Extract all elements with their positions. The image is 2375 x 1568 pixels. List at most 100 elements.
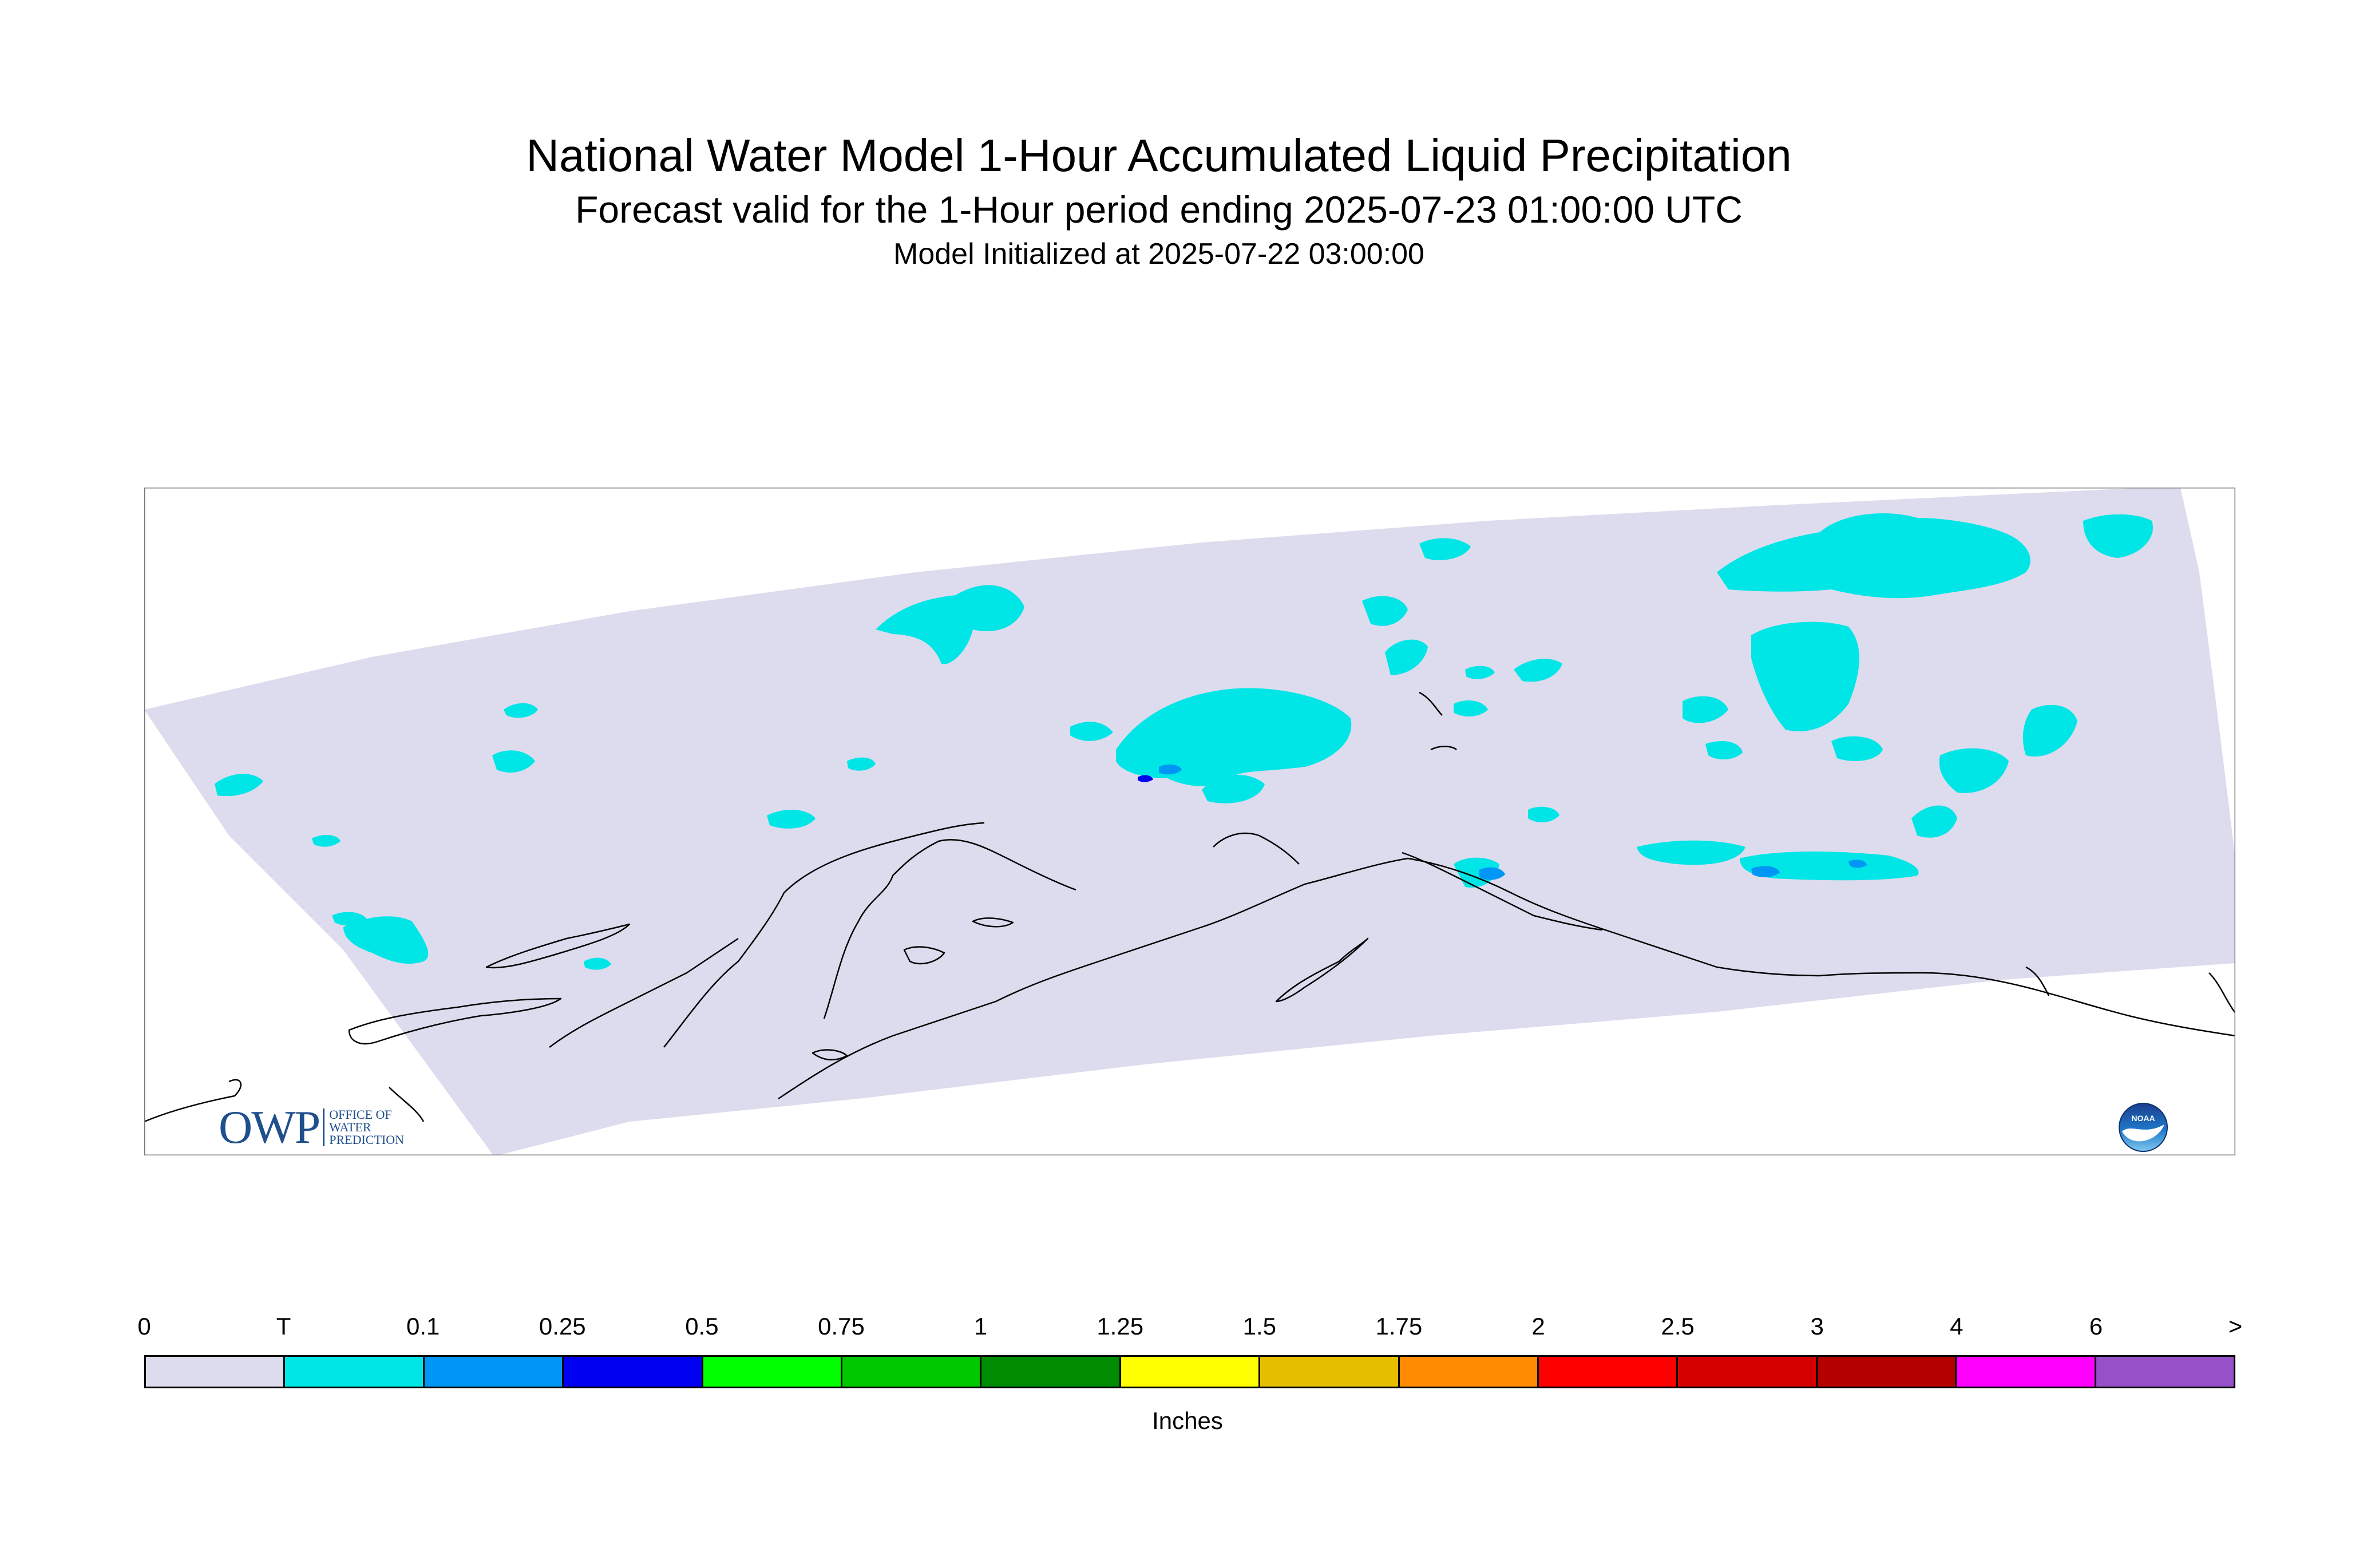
noaa-seal-icon: NOAA bbox=[2119, 1103, 2168, 1152]
coastline-gulf-of-alaska bbox=[1407, 857, 2235, 1037]
precip-area bbox=[1159, 764, 1182, 775]
precip-area bbox=[1070, 722, 1113, 741]
legend-label: 2.5 bbox=[1661, 1313, 1695, 1340]
legend-swatch-8 bbox=[1260, 1357, 1400, 1387]
coastline-cook-inlet bbox=[1213, 832, 1300, 865]
legend-swatch-13 bbox=[1957, 1357, 2096, 1387]
precip-area bbox=[1202, 774, 1265, 803]
coastlines bbox=[144, 691, 2235, 1123]
coastline-kodiak bbox=[1275, 937, 1369, 1003]
legend-label: 0.25 bbox=[539, 1313, 586, 1340]
legend-swatch-14 bbox=[2096, 1357, 2234, 1387]
legend-label: 1.25 bbox=[1097, 1313, 1144, 1340]
precip-area bbox=[312, 834, 341, 847]
coastline-alaska-peninsula bbox=[778, 857, 1408, 1100]
legend-label: 1 bbox=[973, 1313, 988, 1340]
precip-area bbox=[1528, 806, 1559, 822]
legend-label: 1.75 bbox=[1375, 1313, 1423, 1340]
legend-label: 3 bbox=[1810, 1313, 1824, 1340]
legend-labels: 0 T 0.1 0.25 0.5 0.75 1 1.25 1.5 1.75 2 2.5 3 4 6 > bbox=[0, 1310, 2375, 1351]
legend-label: 0.75 bbox=[818, 1313, 865, 1340]
model-initialized-text: Model Initialized at 2025-07-22 03:00:00 bbox=[893, 237, 1424, 271]
map-subtitle: Forecast valid for the 1-Hour period end… bbox=[575, 188, 1743, 231]
coastline-prince-william-sound bbox=[1402, 852, 1603, 931]
legend-swatch-9 bbox=[1399, 1357, 1539, 1387]
legend-swatch-7 bbox=[1121, 1357, 1261, 1387]
coastline-bristol-bay bbox=[823, 839, 1076, 1019]
coastline-seward-peninsula bbox=[144, 1079, 242, 1123]
legend-swatch-5 bbox=[842, 1357, 982, 1387]
owp-logo: OWP OFFICE OF WATER PREDICTION bbox=[219, 1104, 404, 1151]
coastline-chukotka bbox=[389, 1087, 425, 1122]
precip-moderate-areas bbox=[1138, 775, 1153, 782]
precip-area bbox=[1939, 748, 2009, 793]
legend-label: 1.5 bbox=[1242, 1313, 1276, 1340]
precip-area bbox=[1419, 538, 1471, 560]
coastline-aleutians-east bbox=[812, 1049, 848, 1061]
legend-label: > bbox=[2228, 1313, 2243, 1340]
coastline-western-alaska bbox=[663, 822, 985, 1048]
precip-area bbox=[1454, 857, 1499, 888]
coastline-lake-2 bbox=[1430, 746, 1457, 751]
precip-area bbox=[504, 703, 538, 718]
coastline-lake-iliamna bbox=[972, 917, 1014, 928]
precip-area bbox=[1514, 659, 1562, 682]
legend-swatch-2 bbox=[424, 1357, 564, 1387]
legend-swatch-0 bbox=[146, 1357, 286, 1387]
precip-area bbox=[1637, 840, 1745, 865]
precip-area bbox=[1848, 860, 1867, 868]
precip-area bbox=[876, 585, 1024, 664]
precip-area bbox=[1362, 596, 1408, 626]
map-title: National Water Model 1-Hour Accumulated … bbox=[526, 130, 1792, 181]
precip-area bbox=[847, 757, 876, 771]
legend-units: Inches bbox=[1152, 1407, 1223, 1434]
legend-label: 0.5 bbox=[685, 1313, 719, 1340]
legend-swatch-4 bbox=[703, 1357, 843, 1387]
precip-area bbox=[1454, 700, 1488, 716]
coastline-st-lawrence-island bbox=[485, 923, 631, 969]
legend-label: 4 bbox=[1950, 1313, 1964, 1340]
precip-area bbox=[332, 912, 366, 926]
precip-light-areas bbox=[1159, 764, 1867, 880]
precip-area bbox=[767, 809, 816, 829]
legend-swatch-10 bbox=[1539, 1357, 1679, 1387]
precip-area bbox=[1740, 852, 1919, 881]
legend-swatch-3 bbox=[564, 1357, 703, 1387]
precip-area bbox=[1116, 688, 1352, 786]
coastline-yukon-delta bbox=[549, 937, 739, 1048]
legend-label: 2 bbox=[1531, 1313, 1545, 1340]
owp-logo-line1: OFFICE OF bbox=[329, 1107, 392, 1122]
precip-area bbox=[492, 750, 535, 773]
legend-label: 0.1 bbox=[406, 1313, 440, 1340]
legend-swatch-6 bbox=[981, 1357, 1121, 1387]
model-domain-region bbox=[144, 488, 2235, 1155]
coastline-nunivak bbox=[348, 997, 562, 1045]
precip-area bbox=[343, 916, 429, 964]
legend-swatch-12 bbox=[1817, 1357, 1957, 1387]
coastline-yukon-border bbox=[2025, 966, 2050, 996]
coastline-lake-becharof bbox=[903, 946, 945, 965]
precip-area bbox=[1717, 513, 2030, 599]
owp-logo-line3: PREDICTION bbox=[329, 1133, 404, 1147]
legend-label: 0 bbox=[137, 1313, 151, 1340]
map-content bbox=[144, 488, 2235, 1155]
precip-trace-areas bbox=[215, 513, 2153, 970]
noaa-logo-text: NOAA bbox=[2131, 1114, 2155, 1123]
precip-area bbox=[1705, 741, 1743, 759]
coastline-lake-1 bbox=[1419, 691, 1443, 716]
legend-label: T bbox=[276, 1313, 291, 1340]
owp-logo-line2: WATER bbox=[329, 1120, 371, 1134]
precip-area bbox=[1683, 696, 1728, 723]
precip-area bbox=[1138, 775, 1153, 782]
precip-area bbox=[2083, 514, 2153, 558]
precip-area bbox=[584, 957, 611, 970]
precip-area bbox=[2022, 704, 2077, 757]
coastline-yukon-2 bbox=[2208, 972, 2235, 1013]
precip-area bbox=[1831, 736, 1883, 761]
legend-color-bar bbox=[144, 1355, 2235, 1388]
precip-area bbox=[1751, 866, 1780, 877]
precip-area bbox=[1911, 805, 1957, 838]
precip-area bbox=[1479, 867, 1505, 880]
legend-label: 6 bbox=[2089, 1313, 2103, 1340]
